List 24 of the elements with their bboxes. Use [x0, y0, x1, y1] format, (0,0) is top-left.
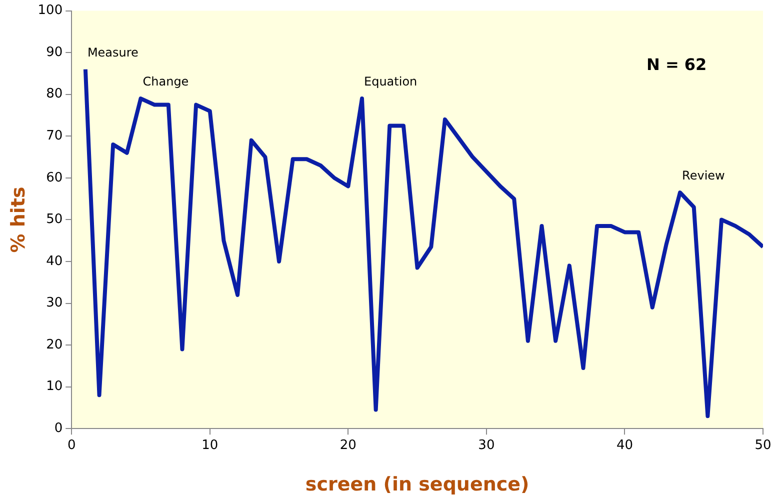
x-tick-label: 50	[754, 438, 772, 453]
y-tick-label: 0	[54, 420, 63, 436]
annotation: Review	[682, 168, 726, 183]
annotation: N = 62	[646, 54, 707, 74]
x-tick-label: 40	[616, 438, 633, 453]
y-tick-label: 60	[46, 170, 63, 186]
annotation: Equation	[364, 74, 418, 89]
y-tick-label: 90	[46, 44, 63, 60]
x-tick-label: 20	[340, 438, 356, 453]
x-tick-label: 10	[202, 438, 218, 453]
y-tick-label: 100	[38, 3, 63, 18]
y-tick-label: 20	[46, 337, 63, 352]
x-tick-label: 0	[67, 438, 76, 453]
y-tick-label: 30	[46, 296, 63, 311]
annotation: Change	[142, 74, 189, 89]
y-tick-label: 50	[46, 212, 63, 228]
y-tick-label: 10	[46, 379, 63, 394]
annotation: Measure	[87, 45, 138, 60]
x-axis-title: screen (in sequence)	[305, 474, 530, 496]
y-tick-label: 80	[46, 86, 63, 102]
y-tick-label: 40	[46, 254, 63, 269]
x-tick-label: 30	[478, 438, 495, 453]
y-tick-label: 70	[46, 128, 63, 144]
y-axis-title: % hits	[7, 186, 30, 253]
